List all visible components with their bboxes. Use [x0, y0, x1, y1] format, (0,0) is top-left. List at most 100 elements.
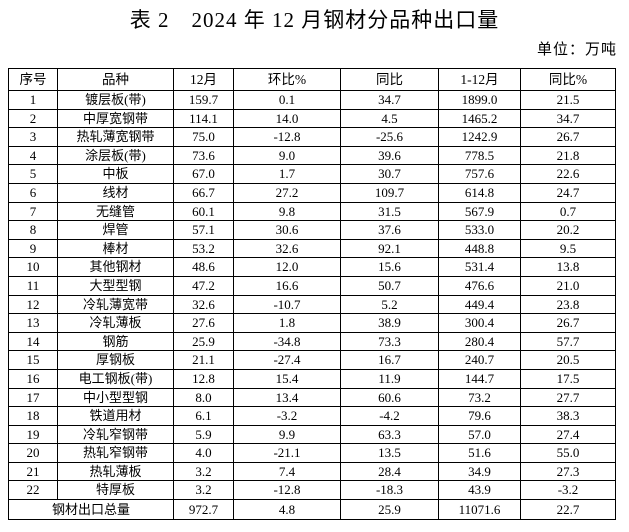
- column-header-mom: 环比%: [233, 68, 341, 91]
- cell-seq: 6: [8, 182, 58, 203]
- cell-variety: 电工钢板(带): [57, 368, 174, 389]
- cell-seq: 11: [8, 275, 58, 296]
- cell-yoy-pct: 26.7: [520, 127, 616, 147]
- cell-mom: 13.4: [233, 387, 341, 408]
- cell-seq: 17: [8, 387, 58, 408]
- cell-ytd: 533.0: [438, 220, 521, 240]
- table-header: 序号 品种 12月 环比% 同比 1-12月 同比%: [8, 68, 616, 91]
- cell-yoy: 92.1: [340, 238, 439, 259]
- cell-dec: 6.1: [173, 406, 234, 426]
- total-row: 钢材出口总量 972.7 4.8 25.9 11071.6 22.7: [8, 499, 616, 521]
- cell-dec: 8.0: [173, 387, 234, 408]
- cell-ytd: 240.7: [438, 350, 521, 370]
- cell-yoy-pct: 21.5: [520, 90, 616, 110]
- cell-mom: 9.0: [233, 145, 341, 166]
- cell-mom: -27.4: [233, 350, 341, 370]
- cell-yoy-pct: 13.8: [520, 257, 616, 277]
- cell-ytd: 1465.2: [438, 108, 521, 129]
- cell-yoy: -25.6: [340, 127, 439, 147]
- cell-dec: 3.2: [173, 461, 234, 482]
- cell-seq: 9: [8, 238, 58, 259]
- cell-seq: 3: [8, 127, 58, 147]
- cell-mom: 0.1: [233, 90, 341, 110]
- table-row: 17 中小型型钢 8.0 13.4 60.6 73.2 27.7: [8, 387, 616, 408]
- table-row: 4 涂层板(带) 73.6 9.0 39.6 778.5 21.8: [8, 145, 616, 166]
- cell-mom: 30.6: [233, 220, 341, 240]
- cell-yoy-pct: 17.5: [520, 368, 616, 389]
- cell-yoy: 38.9: [340, 313, 439, 333]
- cell-seq: 1: [8, 90, 58, 110]
- cell-variety: 钢筋: [57, 331, 174, 352]
- table-row: 21 热轧薄板 3.2 7.4 28.4 34.9 27.3: [8, 461, 616, 482]
- cell-ytd: 57.0: [438, 424, 521, 445]
- cell-yoy-pct: 27.3: [520, 461, 616, 482]
- cell-mom: 14.0: [233, 108, 341, 129]
- cell-ytd: 448.8: [438, 238, 521, 259]
- cell-yoy-pct: 21.8: [520, 145, 616, 166]
- cell-yoy-pct: 21.0: [520, 275, 616, 296]
- cell-yoy-pct: 27.7: [520, 387, 616, 408]
- cell-ytd: 567.9: [438, 201, 521, 222]
- cell-ytd: 476.6: [438, 275, 521, 296]
- table-row: 8 焊管 57.1 30.6 37.6 533.0 20.2: [8, 220, 616, 240]
- total-cell-yoy-pct: 22.7: [520, 499, 616, 521]
- cell-yoy-pct: 20.5: [520, 350, 616, 370]
- cell-dec: 25.9: [173, 331, 234, 352]
- table-row: 1 镀层板(带) 159.7 0.1 34.7 1899.0 21.5: [8, 90, 616, 110]
- cell-ytd: 449.4: [438, 294, 521, 315]
- cell-variety: 无缝管: [57, 201, 174, 222]
- cell-mom: 15.4: [233, 368, 341, 389]
- cell-dec: 27.6: [173, 313, 234, 333]
- cell-seq: 22: [8, 480, 58, 501]
- cell-yoy-pct: 26.7: [520, 313, 616, 333]
- cell-ytd: 79.6: [438, 406, 521, 426]
- column-header-seq: 序号: [8, 68, 58, 91]
- cell-variety: 厚钢板: [57, 350, 174, 370]
- cell-variety: 中厚宽钢带: [57, 108, 174, 129]
- cell-variety: 其他钢材: [57, 257, 174, 277]
- cell-variety: 热轧薄板: [57, 461, 174, 482]
- cell-seq: 13: [8, 313, 58, 333]
- cell-dec: 4.0: [173, 443, 234, 463]
- table-row: 5 中板 67.0 1.7 30.7 757.6 22.6: [8, 164, 616, 184]
- table-row: 22 特厚板 3.2 -12.8 -18.3 43.9 -3.2: [8, 480, 616, 501]
- table-row: 6 线材 66.7 27.2 109.7 614.8 24.7: [8, 182, 616, 203]
- cell-dec: 73.6: [173, 145, 234, 166]
- cell-dec: 12.8: [173, 368, 234, 389]
- cell-mom: -21.1: [233, 443, 341, 463]
- table-row: 12 冷轧薄宽带 32.6 -10.7 5.2 449.4 23.8: [8, 294, 616, 315]
- cell-seq: 5: [8, 164, 58, 184]
- cell-dec: 60.1: [173, 201, 234, 222]
- cell-yoy: 15.6: [340, 257, 439, 277]
- cell-mom: 27.2: [233, 182, 341, 203]
- table-body: 1 镀层板(带) 159.7 0.1 34.7 1899.0 21.5 2 中厚宽钢带 114.1…: [8, 90, 616, 501]
- cell-mom: 7.4: [233, 461, 341, 482]
- cell-ytd: 1242.9: [438, 127, 521, 147]
- cell-dec: 66.7: [173, 182, 234, 203]
- cell-seq: 8: [8, 220, 58, 240]
- cell-ytd: 51.6: [438, 443, 521, 463]
- unit-label: 单位：万吨: [536, 42, 617, 58]
- cell-yoy-pct: 20.2: [520, 220, 616, 240]
- cell-dec: 21.1: [173, 350, 234, 370]
- cell-variety: 热轧窄钢带: [57, 443, 174, 463]
- total-label: 钢材出口总量: [8, 499, 174, 521]
- cell-yoy-pct: -3.2: [520, 480, 616, 501]
- table-row: 16 电工钢板(带) 12.8 15.4 11.9 144.7 17.5: [8, 368, 616, 389]
- column-header-yoy-pct: 同比%: [520, 68, 616, 91]
- cell-yoy-pct: 24.7: [520, 182, 616, 203]
- cell-ytd: 757.6: [438, 164, 521, 184]
- cell-seq: 2: [8, 108, 58, 129]
- cell-mom: -12.8: [233, 480, 341, 501]
- cell-dec: 159.7: [173, 90, 234, 110]
- table-row: 3 热轧薄宽钢带 75.0 -12.8 -25.6 1242.9 26.7: [8, 127, 616, 147]
- cell-yoy: 16.7: [340, 350, 439, 370]
- cell-yoy: 39.6: [340, 145, 439, 166]
- cell-yoy: -4.2: [340, 406, 439, 426]
- cell-seq: 19: [8, 424, 58, 445]
- cell-mom: -3.2: [233, 406, 341, 426]
- cell-yoy: 63.3: [340, 424, 439, 445]
- cell-variety: 铁道用材: [57, 406, 174, 426]
- cell-yoy: 31.5: [340, 201, 439, 222]
